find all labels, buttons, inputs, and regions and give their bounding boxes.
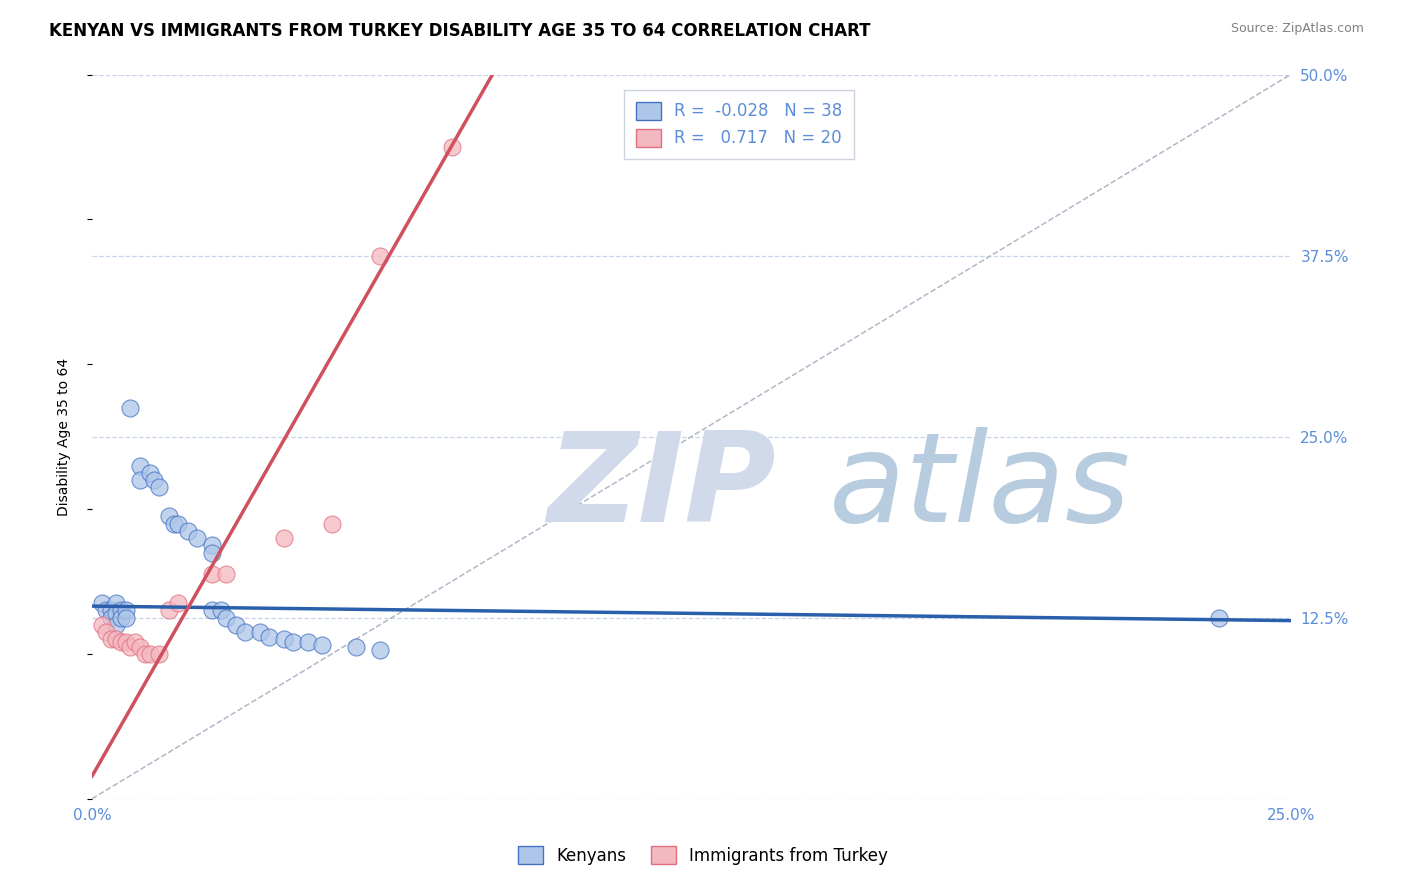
- Point: [167, 596, 190, 610]
- Point: [90, 596, 112, 610]
- Point: [177, 524, 200, 538]
- Legend: R =  -0.028   N = 38, R =   0.717   N = 20: R = -0.028 N = 38, R = 0.717 N = 20: [624, 90, 855, 159]
- Point: [368, 642, 391, 657]
- Point: [110, 603, 132, 617]
- Point: [120, 401, 142, 415]
- Point: [138, 466, 160, 480]
- Point: [225, 618, 247, 632]
- Point: [211, 603, 233, 617]
- Point: [143, 473, 166, 487]
- Point: [273, 531, 295, 545]
- Point: [297, 635, 319, 649]
- Point: [201, 545, 224, 559]
- Point: [138, 647, 160, 661]
- Point: [129, 473, 152, 487]
- Point: [201, 603, 224, 617]
- Point: [100, 632, 122, 647]
- Point: [104, 607, 127, 621]
- Point: [186, 531, 208, 545]
- Point: [148, 647, 170, 661]
- Point: [259, 630, 281, 644]
- Point: [96, 625, 118, 640]
- Point: [104, 618, 127, 632]
- Point: [114, 635, 136, 649]
- Point: [110, 610, 132, 624]
- Point: [201, 567, 224, 582]
- Point: [235, 625, 257, 640]
- Point: [1208, 610, 1230, 624]
- Text: ZIP: ZIP: [547, 427, 776, 548]
- Text: Source: ZipAtlas.com: Source: ZipAtlas.com: [1230, 22, 1364, 36]
- Point: [321, 516, 343, 531]
- Point: [124, 635, 146, 649]
- Text: atlas: atlas: [830, 427, 1132, 548]
- Point: [440, 140, 463, 154]
- Point: [104, 596, 127, 610]
- Point: [148, 480, 170, 494]
- Point: [114, 610, 136, 624]
- Point: [368, 249, 391, 263]
- Point: [114, 603, 136, 617]
- Point: [100, 603, 122, 617]
- Point: [157, 603, 180, 617]
- Point: [167, 516, 190, 531]
- Point: [96, 603, 118, 617]
- Point: [249, 625, 271, 640]
- Point: [120, 640, 142, 654]
- Point: [215, 567, 238, 582]
- Point: [129, 640, 152, 654]
- Point: [273, 632, 295, 647]
- Point: [344, 640, 367, 654]
- Point: [134, 647, 156, 661]
- Point: [201, 538, 224, 552]
- Y-axis label: Disability Age 35 to 64: Disability Age 35 to 64: [58, 358, 72, 516]
- Point: [215, 610, 238, 624]
- Point: [104, 632, 127, 647]
- Point: [157, 509, 180, 524]
- Point: [110, 635, 132, 649]
- Point: [100, 610, 122, 624]
- Legend: Kenyans, Immigrants from Turkey: Kenyans, Immigrants from Turkey: [509, 838, 897, 873]
- Point: [311, 638, 333, 652]
- Text: KENYAN VS IMMIGRANTS FROM TURKEY DISABILITY AGE 35 TO 64 CORRELATION CHART: KENYAN VS IMMIGRANTS FROM TURKEY DISABIL…: [49, 22, 870, 40]
- Point: [90, 618, 112, 632]
- Point: [129, 458, 152, 473]
- Point: [162, 516, 184, 531]
- Point: [283, 635, 305, 649]
